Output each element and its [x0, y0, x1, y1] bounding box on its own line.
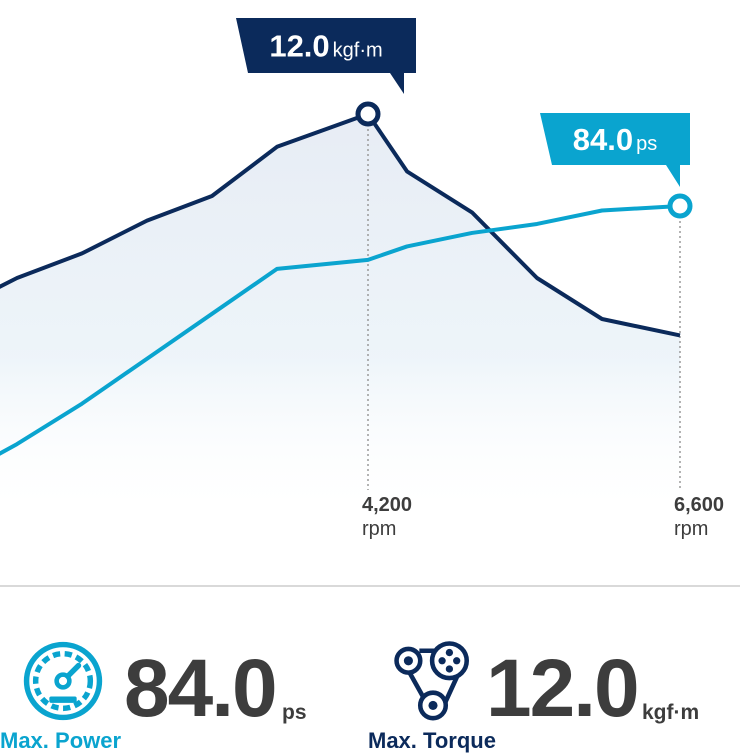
power-peak-unit: ps	[636, 133, 657, 155]
tick-label-value-1: 6,600	[674, 494, 724, 516]
tick-label-unit-0: rpm	[362, 518, 396, 540]
max-power-value: 84.0	[124, 643, 278, 734]
max-torque-value: 12.0	[486, 643, 640, 734]
max-torque-label: Max. Torque	[368, 728, 496, 753]
tick-label-unit-1: rpm	[674, 518, 708, 540]
torque-peak-marker	[355, 101, 381, 127]
power-peak-value: 84.0	[573, 122, 633, 157]
max-torque-stat: 12.0 kgf·m Max. Torque	[360, 600, 740, 754]
speedometer-icon	[23, 641, 103, 721]
power-peak-callout: 84.0 ps	[540, 113, 690, 187]
tick-label-value-0: 4,200	[362, 494, 412, 516]
max-torque-unit: kgf·m	[642, 701, 700, 724]
max-power-label: Max. Power	[0, 728, 122, 753]
torque-area-fill	[0, 114, 680, 520]
torque-line	[0, 112, 681, 338]
max-power-stat: 84.0 ps Max. Power	[0, 600, 360, 754]
torque-peak-callout: 12.0 kgf·m	[236, 18, 416, 94]
belt-pulley-icon	[394, 641, 469, 721]
divider	[0, 585, 740, 587]
max-power-unit: ps	[282, 701, 307, 724]
power-line	[0, 204, 681, 456]
svg-text:84.0ps: 84.0 ps	[573, 122, 657, 157]
power-peak-marker	[667, 193, 693, 219]
torque-peak-unit: kgf·m	[333, 40, 383, 62]
torque-peak-value: 12.0	[269, 29, 329, 64]
